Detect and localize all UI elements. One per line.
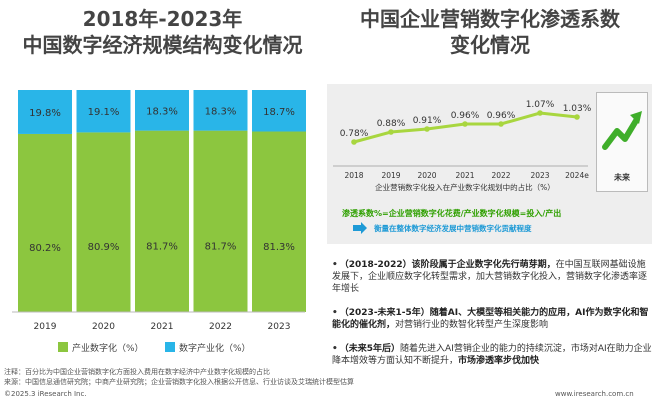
pen-x-tick-label: 2018: [344, 171, 363, 180]
future-label: 未来: [614, 173, 630, 182]
bar-segment-digital: [18, 90, 72, 134]
bar-segment-digital: [252, 90, 306, 132]
bar-segment-industry: [76, 132, 131, 312]
bullet-item-1: • （2018-2022）该阶段属于企业数字化先行萌芽期，在中国互联网基础设施发展…: [332, 259, 654, 295]
bar-data-label: 81.7%: [205, 241, 237, 252]
bullet-dot: •: [332, 344, 338, 354]
bar-segment-industry: [193, 130, 248, 312]
bar-segment-digital: [76, 90, 131, 133]
bar-segment-digital: [135, 90, 189, 131]
pen-x-tick-label: 2020: [417, 171, 436, 180]
bar-segment-industry: [252, 131, 306, 312]
bar-data-label: 81.7%: [146, 241, 178, 252]
penetration-point: [537, 110, 543, 116]
bullet-dot: •: [332, 308, 338, 318]
bar-segment-industry: [135, 130, 189, 312]
bullet-item-3: • （未来5年后）随着先进入AI营销企业的能力的持续沉淀，市场对AI在助力企业降本…: [332, 343, 654, 367]
bar-data-label: 80.9%: [88, 242, 120, 253]
x-tick-label: 2019: [34, 322, 57, 332]
pen-title-line2: 变化情况: [450, 33, 530, 57]
pen-x-tick-label: 2021: [455, 171, 474, 180]
note-text: 注释：百分比为中国企业营销数字化方面投入费用在数字经济中产业数字化规模的占比: [4, 368, 270, 376]
pen-title-line1: 中国企业营销数字化渗透系数: [360, 7, 620, 31]
website-text: www.iresearch.com.cn: [555, 390, 634, 398]
arrow-right-icon: [353, 222, 367, 234]
pen-x-axis-title: 企业营销数字化投入在产业数字化规划中的占比（%）: [375, 183, 555, 192]
penetration-definition: 衡量在整体数字经济发展中营销数字化贡献程度: [374, 224, 532, 233]
bullet-2-text: 对营销行业的数智化转型产生深度影响: [395, 320, 549, 330]
x-tick-label: 2021: [151, 322, 174, 332]
bullet-2-bold: （2023-未来1-5年）随着AI、大模型等相关能力的应用，AI作为数字化和智能…: [332, 308, 649, 330]
stacked-bar-chart: 80.2% 19.8% 2019 80.9% 19.1% 2020 81.7% 18.3% 20…: [12, 90, 306, 332]
bullet-1-text: 在中国互联网基础设施发展下，企业顺应数字化转型需求，加大营销数字化投入，营销数字…: [332, 260, 648, 294]
bar-series-group: 80.2% 19.8% 2019 80.9% 19.1% 2020 81.7% 18.3% 20…: [18, 90, 306, 332]
pen-x-tick-label: 2024e: [565, 171, 589, 180]
bar-segment-industry: [18, 133, 72, 312]
penetration-data-label: 1.03%: [563, 104, 592, 114]
penetration-point: [388, 129, 394, 135]
bars-title-line2: 中国数字经济规模结构变化情况: [22, 33, 303, 57]
x-tick-label: 2023: [268, 322, 291, 332]
penetration-point: [574, 114, 580, 120]
penetration-chart-title: 中国企业营销数字化渗透系数 变化情况: [330, 6, 650, 58]
penetration-data-label: 1.07%: [526, 100, 555, 110]
legend-label-industry: 产业数字化（%）: [72, 344, 144, 354]
bar-segment-digital: [193, 90, 248, 131]
bar-data-label: 80.2%: [29, 243, 61, 254]
x-tick-label: 2020: [92, 322, 115, 332]
bar-data-label: 18.3%: [146, 106, 178, 117]
bullet-1-bold: （2018-2022）该阶段属于企业数字化先行萌芽期，: [339, 260, 556, 270]
bar-data-label: 19.8%: [29, 108, 61, 119]
legend-swatch-industry: [58, 342, 68, 352]
penetration-data-label: 0.78%: [340, 129, 369, 139]
legend-swatch-digital: [165, 342, 175, 352]
penetration-point: [498, 121, 504, 127]
penetration-point: [424, 126, 430, 132]
bar-data-label: 18.7%: [263, 107, 295, 118]
bullet-3-text: 随着先进入AI营销企业的能力的持续沉淀，市场对AI在助力企业降本增效等方面认知不…: [332, 344, 652, 366]
bars-chart-title: 2018年-2023年 中国数字经济规模结构变化情况: [20, 6, 305, 58]
legend-label-digital: 数字产业化（%）: [179, 344, 251, 354]
bullet-item-2: • （2023-未来1-5年）随着AI、大模型等相关能力的应用，AI作为数字化和智…: [332, 307, 654, 331]
penetration-data-label: 0.96%: [487, 111, 516, 121]
x-tick-label: 2022: [209, 322, 232, 332]
bar-data-label: 81.3%: [263, 242, 295, 253]
penetration-series-group: 0.78% 0.88% 0.91% 0.96% 0.96% 1.07% 1.03% 2018 2…: [340, 100, 592, 180]
penetration-formula: 渗透系数%=企业营销数字化花费/产业数字化规模=投入/产出: [342, 209, 562, 218]
pen-x-tick-label: 2019: [381, 171, 400, 180]
copyright-text: ©2025.3 iResearch Inc.: [4, 390, 87, 398]
penetration-data-label: 0.91%: [413, 116, 442, 126]
bars-title-line1: 2018年-2023年: [82, 7, 243, 31]
pen-x-tick-label: 2023: [530, 171, 549, 180]
bar-data-label: 19.1%: [88, 107, 120, 118]
penetration-point: [351, 139, 357, 145]
penetration-point: [462, 121, 468, 127]
bullet-dot: •: [332, 260, 338, 270]
penetration-data-label: 0.96%: [451, 111, 480, 121]
bar-data-label: 18.3%: [205, 106, 237, 117]
future-box: [596, 92, 648, 192]
bullet-3-tail: 市场渗透率步伐加快: [458, 356, 540, 366]
growth-arrow-icon: [602, 111, 642, 150]
pen-x-tick-label: 2022: [491, 171, 510, 180]
source-text: 来源：中国信息通信研究院；中商产业研究院；企业营销数字化投入根据公开信息、行业访…: [4, 378, 354, 386]
bullet-3-bold: （未来5年后）: [339, 344, 401, 354]
penetration-data-label: 0.88%: [377, 119, 406, 129]
